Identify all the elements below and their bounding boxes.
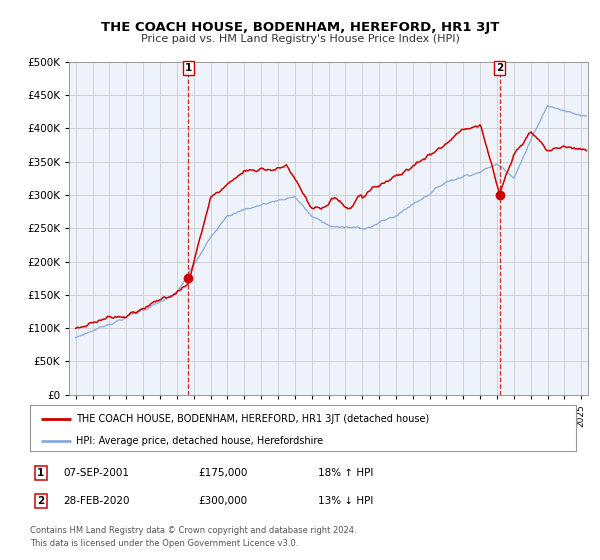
Text: Price paid vs. HM Land Registry's House Price Index (HPI): Price paid vs. HM Land Registry's House … (140, 34, 460, 44)
Text: THE COACH HOUSE, BODENHAM, HEREFORD, HR1 3JT: THE COACH HOUSE, BODENHAM, HEREFORD, HR1… (101, 21, 499, 34)
Text: 2: 2 (496, 63, 503, 73)
Text: 07-SEP-2001: 07-SEP-2001 (63, 468, 129, 478)
Text: 1: 1 (185, 63, 192, 73)
Text: HPI: Average price, detached house, Herefordshire: HPI: Average price, detached house, Here… (76, 436, 323, 446)
Text: £300,000: £300,000 (198, 496, 247, 506)
Text: 13% ↓ HPI: 13% ↓ HPI (318, 496, 373, 506)
Text: THE COACH HOUSE, BODENHAM, HEREFORD, HR1 3JT (detached house): THE COACH HOUSE, BODENHAM, HEREFORD, HR1… (76, 414, 430, 424)
Text: Contains HM Land Registry data © Crown copyright and database right 2024.
This d: Contains HM Land Registry data © Crown c… (30, 526, 356, 548)
Text: 18% ↑ HPI: 18% ↑ HPI (318, 468, 373, 478)
Text: 1: 1 (37, 468, 44, 478)
Text: 28-FEB-2020: 28-FEB-2020 (63, 496, 130, 506)
Text: £175,000: £175,000 (198, 468, 247, 478)
Text: 2: 2 (37, 496, 44, 506)
